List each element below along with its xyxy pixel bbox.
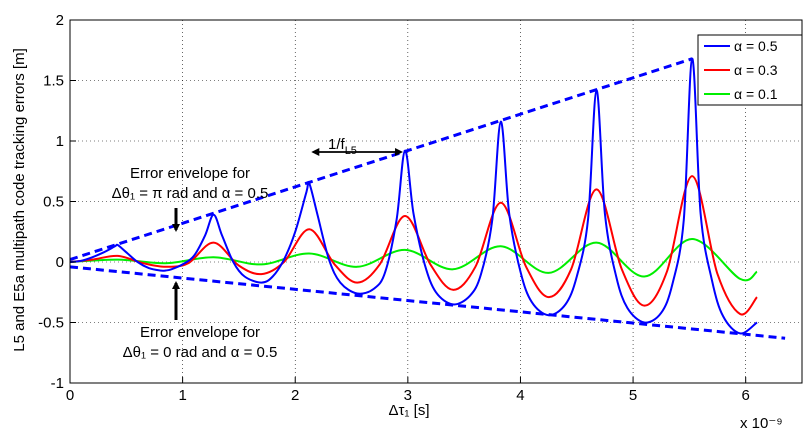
lower-envelope-annotation-line2: Δθ₁ = 0 rad and α = 0.5: [123, 344, 278, 361]
series-line-0: [69, 57, 758, 335]
legend-label-2: α = 0.1: [734, 86, 778, 102]
x-tick-label-2: 2: [291, 387, 299, 404]
x-axis-label: Δτ₁ [s]: [388, 402, 429, 419]
series-lines: [69, 57, 758, 335]
series-line-1: [69, 175, 758, 316]
period-label-subscript: L5: [345, 145, 357, 157]
x-tick-label-5: 5: [629, 387, 637, 404]
plot-area: [70, 20, 802, 383]
y-tick-label-2: 0: [56, 254, 64, 271]
legend-label-1: α = 0.3: [734, 62, 778, 78]
envelope-line-lower: [69, 265, 786, 340]
y-tick-label-1: -0.5: [38, 315, 64, 332]
x-tick-label-4: 4: [516, 387, 524, 404]
annotation-arrows: [172, 148, 404, 320]
legend-label-0: α = 0.5: [734, 38, 778, 54]
period-label-main: 1/f: [328, 136, 346, 153]
y-tick-label-5: 1.5: [43, 73, 64, 90]
x-tick-label-3: 3: [404, 387, 412, 404]
y-tick-label-3: 0.5: [43, 194, 64, 211]
lower-envelope-annotation-line1: Error envelope for: [140, 324, 260, 341]
axis-ticks: 0 1 2 3 4 5 6 -1 -0.5 0 0.5 1 1.5 2: [38, 12, 750, 404]
y-tick-label-6: 2: [56, 12, 64, 29]
x-tick-label-0: 0: [66, 387, 74, 404]
y-tick-label-4: 1: [56, 133, 64, 150]
upper-envelope-annotation-line2: Δθ₁ = π rad and α = 0.5: [112, 185, 269, 202]
y-tick-label-0: -1: [51, 375, 64, 392]
period-label: 1/fL5: [328, 136, 357, 157]
legend: α = 0.5 α = 0.3 α = 0.1: [697, 34, 803, 106]
x-axis-multiplier: x 10⁻⁹: [740, 415, 783, 432]
upper-envelope-annotation-line1: Error envelope for: [130, 165, 250, 182]
x-tick-label-6: 6: [742, 387, 750, 404]
y-axis-label: L5 and E5a multipath code tracking error…: [11, 48, 28, 352]
x-tick-label-1: 1: [178, 387, 186, 404]
